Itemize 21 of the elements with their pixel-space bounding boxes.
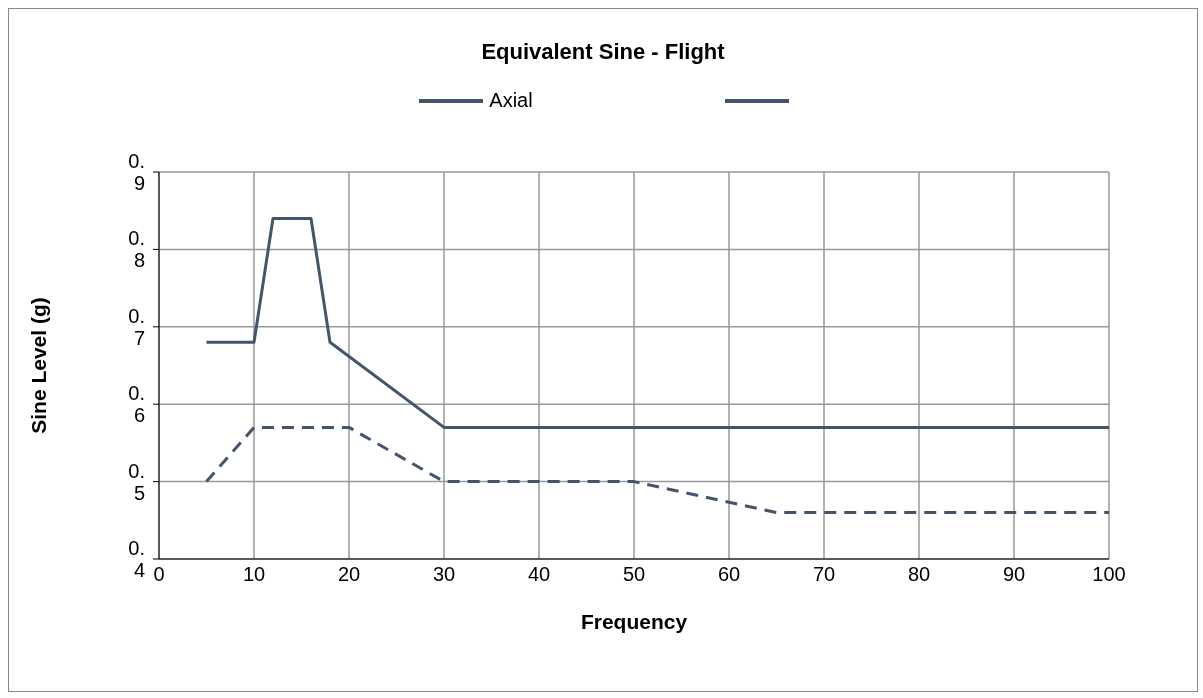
x-tick-label: 20 xyxy=(337,563,361,586)
chart-title: Equivalent Sine - Flight xyxy=(480,39,726,65)
x-tick-label: 70 xyxy=(812,563,836,586)
y-tick-label: 0. 7 xyxy=(128,304,145,349)
y-tick-label: 0. 4 xyxy=(128,537,145,581)
y-tick-label: 0. 5 xyxy=(128,459,145,504)
y-tick-label: 0. 6 xyxy=(128,382,145,427)
x-axis-title: Frequency xyxy=(580,610,688,633)
x-tick-label: 60 xyxy=(717,563,741,586)
y-tick-label: 0. 9 xyxy=(128,150,145,194)
x-tick-label: 80 xyxy=(907,563,931,586)
x-tick-label: 10 xyxy=(242,563,266,586)
x-tick-label: 0 xyxy=(153,563,165,586)
legend-label: Axial xyxy=(489,89,533,112)
x-tick-label: 90 xyxy=(1002,563,1026,586)
y-tick-label: 0. 8 xyxy=(128,227,145,272)
x-tick-label: 30 xyxy=(432,563,456,586)
y-axis-title: Sine Level (g) xyxy=(27,297,51,434)
x-tick-label: 40 xyxy=(527,563,551,586)
x-tick-label: 100 xyxy=(1092,563,1126,586)
x-tick-label: 50 xyxy=(622,563,646,586)
